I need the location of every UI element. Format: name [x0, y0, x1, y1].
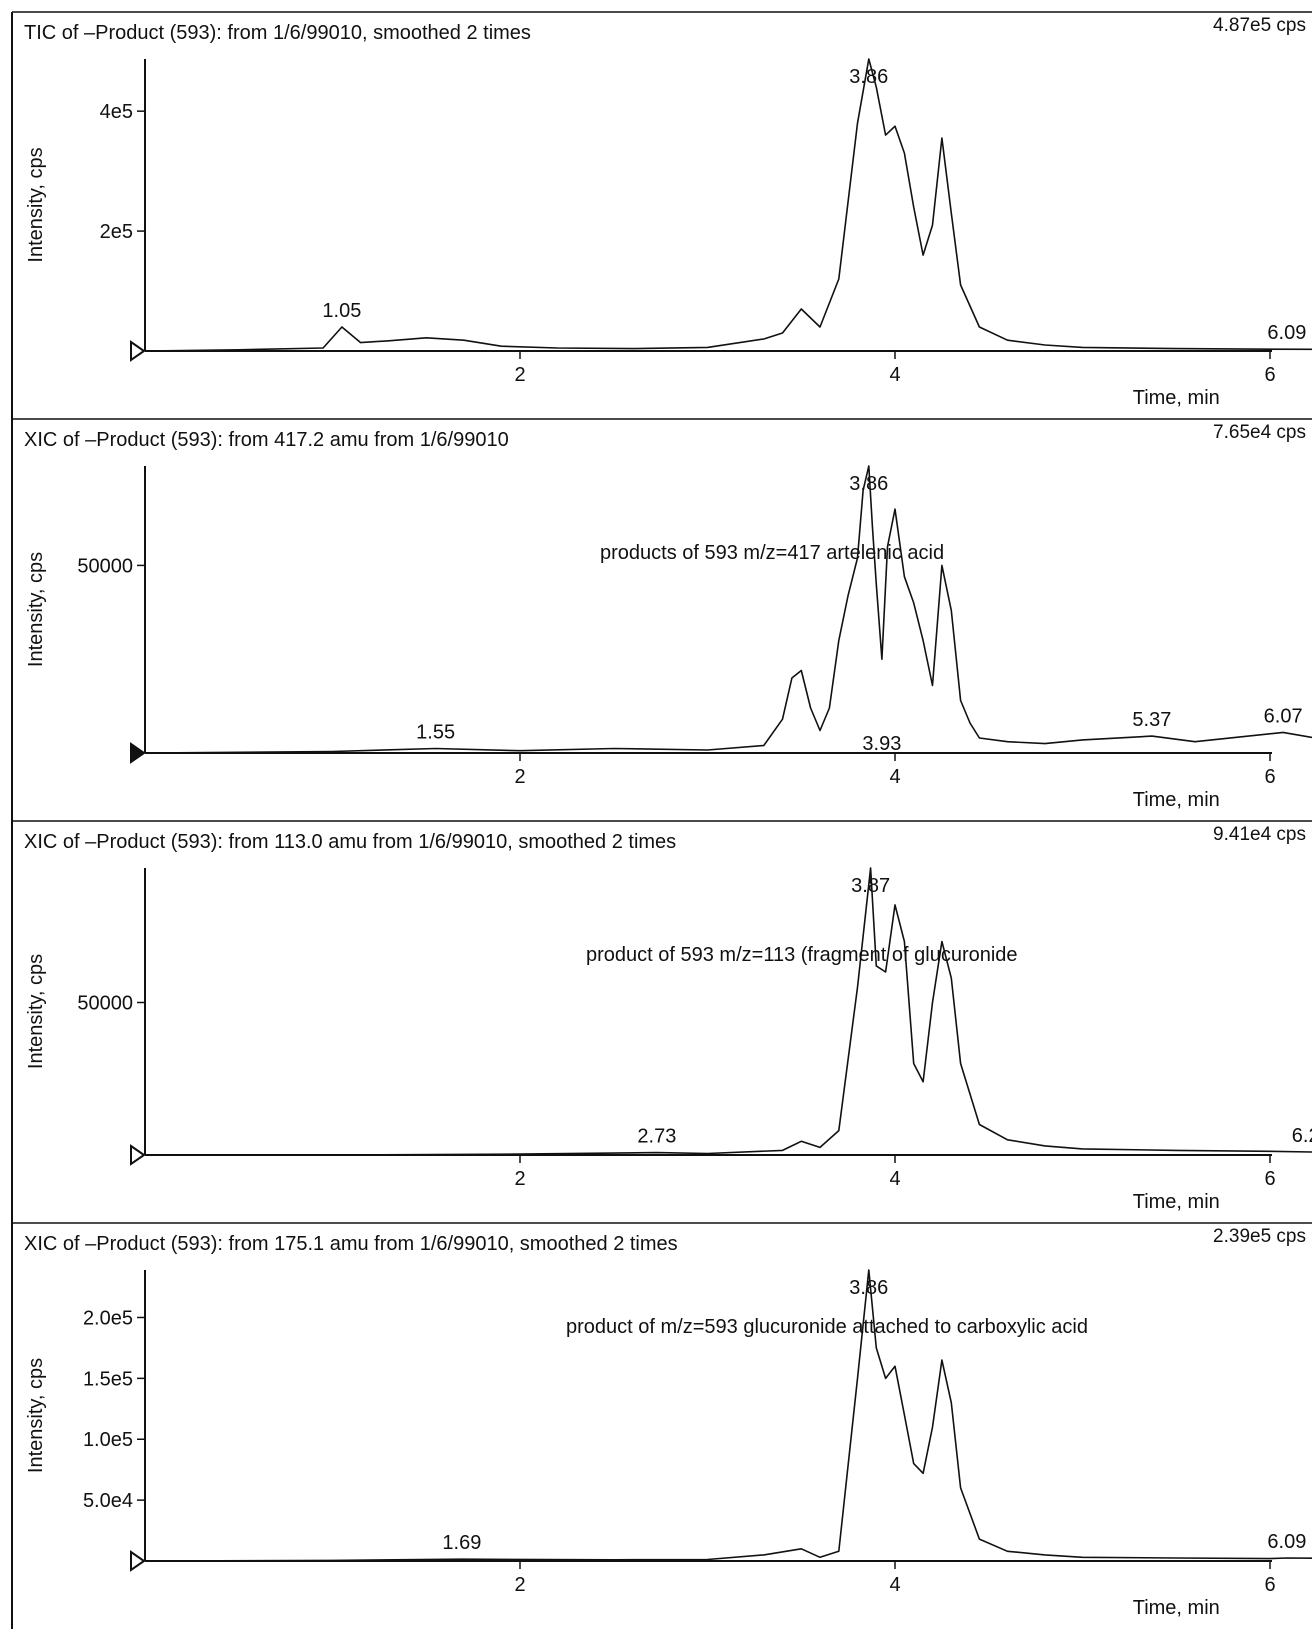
- panel3-max-intensity: 9.41e4 cps: [1213, 824, 1306, 845]
- panel3-title: XIC of –Product (593): from 113.0 amu fr…: [24, 831, 676, 853]
- panel2-annotation: products of 593 m/z=417 artelenic acid: [600, 542, 944, 564]
- panel3-baseline-marker: [130, 1144, 146, 1166]
- panel3-x-tick-label: 2: [514, 1168, 525, 1190]
- panel3-x-axis-label: Time, min: [1133, 1191, 1220, 1213]
- panel4-y-tick-label: 1.0e5: [83, 1429, 133, 1451]
- panel4-trace: [144, 1269, 1312, 1562]
- panel2-x-axis-label: Time, min: [1133, 789, 1220, 811]
- panel2-peak-label: 6.07: [1264, 705, 1303, 727]
- panel1-x-tick-label: 2: [514, 364, 525, 386]
- panel4-x-axis-label: Time, min: [1133, 1597, 1220, 1619]
- panel3-x-tick-label: 4: [889, 1168, 900, 1190]
- panel3-y-axis-label: Intensity, cps: [25, 954, 47, 1069]
- panel3-peak-label: 2.73: [637, 1126, 676, 1148]
- panel1-trace: [144, 58, 1312, 352]
- panel1-x-axis-label: Time, min: [1133, 387, 1220, 409]
- panel1-baseline-marker: [130, 340, 146, 362]
- panel4-x-tick-label: 6: [1264, 1574, 1275, 1596]
- panel1-max-intensity: 4.87e5 cps: [1213, 15, 1306, 36]
- panel3-trace: [145, 867, 1312, 1156]
- panel2-y-axis-label: Intensity, cps: [25, 552, 47, 667]
- panel4-title: XIC of –Product (593): from 175.1 amu fr…: [24, 1233, 678, 1255]
- panel2-title: XIC of –Product (593): from 417.2 amu fr…: [24, 429, 509, 451]
- panel4-x-tick-label: 2: [514, 1574, 525, 1596]
- panel4-y-tick-label: 1.5e5: [83, 1368, 133, 1390]
- panel4-peak-label: 3.86: [849, 1277, 888, 1299]
- panel1-x-tick-label: 6: [1264, 364, 1275, 386]
- panel2-y-tick-label: 50000: [77, 555, 133, 577]
- panel1-peak-label: 6.09: [1267, 322, 1306, 344]
- panel2-peak-label: 3.86: [849, 473, 888, 495]
- panel4-x-tick-label: 4: [889, 1574, 900, 1596]
- panel4-max-intensity: 2.39e5 cps: [1213, 1226, 1306, 1247]
- panel2-max-intensity: 7.65e4 cps: [1213, 422, 1306, 443]
- panel3-peak-label: 3.87: [851, 875, 890, 897]
- panel2-peak-label: 3.93: [862, 733, 901, 755]
- panel3-x-tick-label: 6: [1264, 1168, 1275, 1190]
- panel2-peak-label: 1.55: [416, 721, 455, 743]
- panel2-x-tick-label: 2: [514, 766, 525, 788]
- panel1-peak-label: 1.05: [322, 300, 361, 322]
- panel1-y-tick-label: 4e5: [100, 101, 133, 123]
- panel4-annotation: product of m/z=593 glucuronide attached …: [566, 1316, 1088, 1338]
- panel3-peak-label: 6.22: [1292, 1125, 1312, 1147]
- panel2-trace: [144, 465, 1312, 754]
- panel1-y-tick-label: 2e5: [100, 221, 133, 243]
- panel4-peak-label: 1.69: [442, 1532, 481, 1554]
- panel1-peak-label: 3.86: [849, 66, 888, 88]
- panel1-title: TIC of –Product (593): from 1/6/99010, s…: [24, 22, 531, 44]
- panel2-x-tick-label: 4: [889, 766, 900, 788]
- panel1-x-tick-label: 4: [889, 364, 900, 386]
- panel2-x-tick-label: 6: [1264, 766, 1275, 788]
- panel2-baseline-marker: [130, 742, 146, 764]
- panel4-y-tick-label: 5.0e4: [83, 1490, 133, 1512]
- panel3-y-tick-label: 50000: [77, 993, 133, 1015]
- panel4-y-axis-label: Intensity, cps: [25, 1358, 47, 1473]
- panel3-annotation: product of 593 m/z=113 (fragment of gluc…: [586, 944, 1018, 966]
- panel2-peak-label: 5.37: [1132, 709, 1171, 731]
- panel4-baseline-marker: [130, 1550, 146, 1572]
- panel4-y-tick-label: 2.0e5: [83, 1307, 133, 1329]
- panel1-y-axis-label: Intensity, cps: [25, 147, 47, 262]
- panel4-peak-label: 6.09: [1267, 1531, 1306, 1553]
